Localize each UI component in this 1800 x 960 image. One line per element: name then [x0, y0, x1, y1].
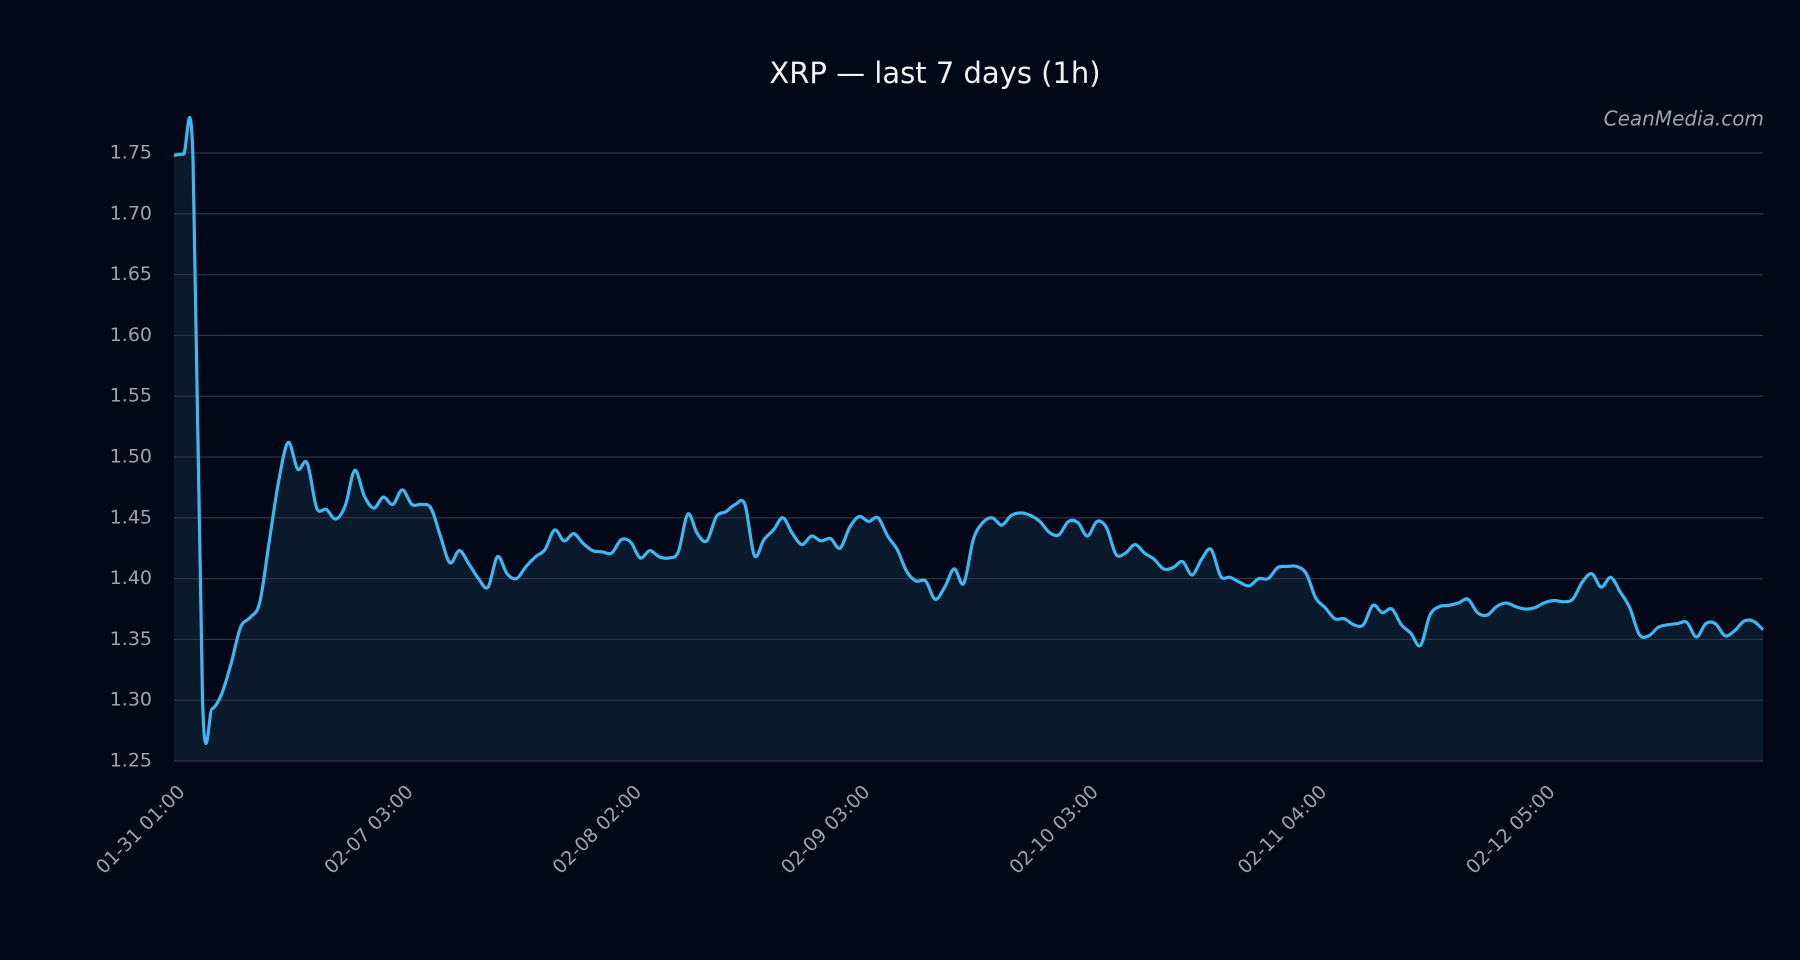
y-tick-label: 1.55	[110, 385, 152, 407]
watermark: CeanMedia.com	[1604, 107, 1764, 131]
y-tick-label: 1.70	[110, 202, 152, 224]
y-tick-label: 1.65	[110, 263, 152, 285]
y-tick-label: 1.40	[110, 567, 152, 589]
area	[174, 117, 1763, 761]
y-tick-label: 1.45	[110, 506, 152, 528]
y-tick-label: 1.75	[110, 142, 152, 164]
y-tick-label: 1.50	[110, 446, 152, 468]
y-tick-label: 1.60	[110, 324, 152, 346]
y-tick-label: 1.25	[110, 750, 152, 772]
chart-title: XRP — last 7 days (1h)	[769, 56, 1100, 90]
y-tick-label: 1.35	[110, 628, 152, 650]
y-tick-label: 1.30	[110, 689, 152, 711]
price-line	[173, 115, 1765, 746]
